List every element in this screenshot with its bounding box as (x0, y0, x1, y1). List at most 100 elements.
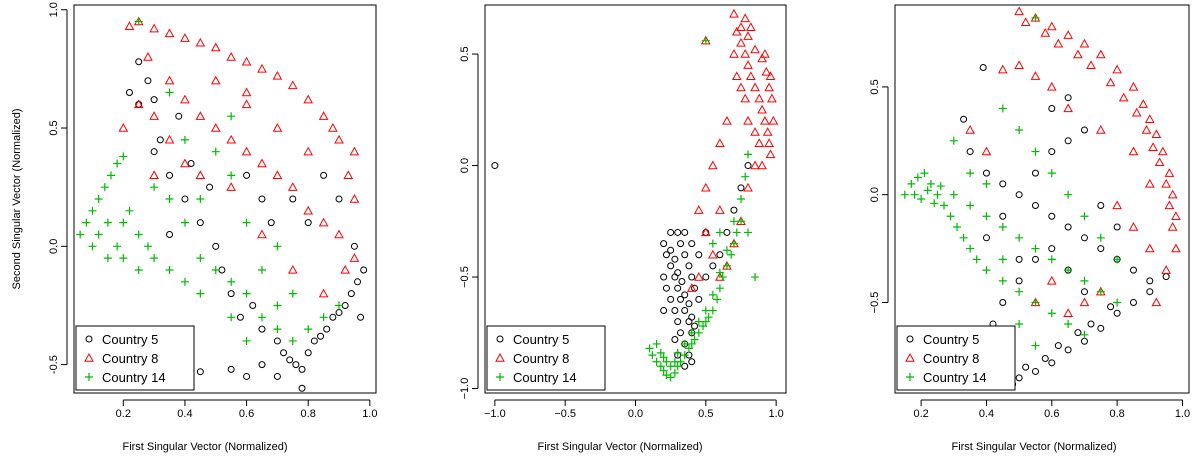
data-point-series-3 (113, 242, 122, 251)
data-point-series-1 (181, 195, 189, 203)
data-point-series-1 (671, 255, 679, 263)
data-point-series-3 (923, 186, 932, 195)
data-point-series-1 (1129, 298, 1137, 306)
x-tick-label: 1.0 (769, 408, 784, 420)
data-point-series-3 (708, 239, 717, 248)
data-point-series-1 (206, 183, 214, 191)
data-point-series-2 (1154, 157, 1165, 167)
data-point-series-2 (757, 160, 767, 170)
y-tick-label: 0.0 (459, 158, 471, 173)
data-point-series-3 (715, 284, 724, 293)
y-tick-label: 1.0 (48, 2, 60, 17)
data-point-series-3 (1015, 126, 1024, 135)
data-point-series-3 (998, 276, 1007, 285)
data-point-series-2 (743, 60, 753, 69)
data-point-series-2 (241, 99, 252, 109)
data-point-series-2 (318, 217, 329, 227)
data-point-series-3 (288, 336, 297, 345)
data-point-series-1 (1022, 363, 1030, 371)
data-point-series-1 (1080, 288, 1088, 296)
data-point-series-1 (289, 195, 297, 203)
data-point-series-1 (1080, 126, 1088, 134)
data-point-series-2 (1167, 189, 1178, 199)
data-point-series-2 (754, 138, 765, 147)
data-point-series-1 (744, 162, 752, 170)
data-point-series-3 (907, 179, 916, 188)
data-point-series-2 (1128, 221, 1139, 231)
legend-marker-series-1 (496, 335, 504, 343)
data-point-series-1 (258, 361, 266, 369)
data-point-series-2 (257, 158, 267, 168)
legend: Country 5 Country 8 Country 14 (486, 325, 606, 391)
data-point-series-1 (709, 262, 717, 270)
data-point-series-1 (1048, 148, 1056, 156)
data-point-series-3 (242, 336, 251, 345)
data-point-series-3 (1031, 147, 1040, 156)
data-point-series-2 (765, 149, 776, 159)
data-point-series-1 (1097, 201, 1105, 209)
data-point-series-3 (335, 301, 344, 310)
data-point-series-3 (645, 344, 654, 353)
data-point-series-3 (673, 362, 682, 371)
data-point-series-2 (272, 122, 283, 132)
data-point-series-2 (210, 42, 221, 52)
data-point-series-2 (334, 229, 344, 239)
data-point-series-3 (1047, 309, 1056, 318)
data-point-series-1 (999, 180, 1007, 188)
data-point-series-3 (982, 179, 991, 188)
legend: Country 5 Country 8 Country 14 (75, 325, 195, 391)
data-point-series-1 (218, 266, 226, 274)
data-point-series-1 (677, 329, 685, 337)
data-point-series-2 (708, 249, 718, 259)
data-point-series-3 (670, 357, 679, 366)
data-point-series-2 (257, 229, 267, 239)
data-point-series-2 (241, 146, 252, 156)
data-point-series-2 (1112, 64, 1122, 74)
data-point-series-1 (1097, 324, 1105, 332)
x-tick-label: 0.6 (1044, 408, 1059, 420)
plot-frame (894, 4, 1190, 394)
data-point-series-1 (175, 112, 183, 120)
data-point-series-3 (180, 218, 189, 227)
data-point-series-1 (737, 184, 745, 192)
data-point-series-1 (1015, 277, 1023, 285)
data-point-series-2 (195, 170, 206, 180)
data-point-series-1 (350, 242, 358, 250)
data-point-series-2 (349, 146, 360, 156)
data-point-series-2 (180, 158, 190, 168)
data-point-series-3 (659, 353, 668, 362)
data-point-series-2 (761, 66, 772, 76)
data-point-series-3 (933, 190, 942, 199)
data-point-series-3 (751, 273, 760, 282)
data-point-series-3 (1080, 276, 1089, 285)
data-point-series-1 (1097, 245, 1105, 253)
data-point-series-1 (304, 219, 312, 227)
data-point-series-3 (680, 339, 689, 348)
data-point-series-1 (1087, 320, 1095, 328)
data-point-series-2 (1164, 168, 1175, 177)
data-point-series-3 (273, 301, 282, 310)
data-point-series-1 (1107, 303, 1115, 311)
data-point-series-3 (680, 351, 689, 360)
data-point-series-2 (1151, 129, 1162, 139)
data-point-series-1 (258, 195, 266, 203)
scatter-panel-2: −1.0 −0.5 0.0 0.5 1.0 −1.0 −0.5 0.0 0.5 First Sin… (459, 4, 787, 453)
data-point-series-2 (1141, 124, 1152, 134)
data-point-series-2 (693, 205, 704, 214)
data-point-series-2 (1164, 200, 1175, 210)
data-point-series-1 (243, 171, 251, 179)
data-point-series-2 (760, 49, 770, 58)
data-point-series-3 (196, 289, 205, 298)
data-point-series-3 (673, 348, 682, 357)
data-point-series-1 (660, 273, 668, 281)
data-point-series-3 (94, 230, 103, 239)
data-point-series-3 (1096, 233, 1105, 242)
x-tick-label: 0.8 (1109, 408, 1124, 420)
data-point-series-1 (273, 372, 281, 380)
data-point-series-2 (1144, 178, 1155, 188)
legend-box (896, 325, 1016, 391)
data-point-series-3 (953, 223, 962, 232)
data-point-series-2 (257, 63, 267, 73)
data-point-series-1 (667, 228, 675, 236)
data-point-series-1 (660, 240, 668, 248)
